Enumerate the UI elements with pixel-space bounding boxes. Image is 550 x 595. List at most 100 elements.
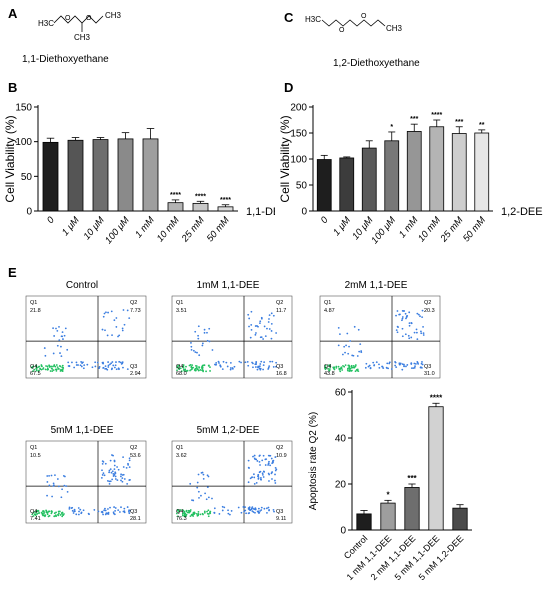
flow-event-dot bbox=[198, 354, 201, 357]
flow-event-dot bbox=[197, 334, 200, 337]
structure-1-1-diethoxyethane: H3C O O CH3 CH3 bbox=[38, 11, 122, 42]
flow-event-dot bbox=[401, 327, 404, 330]
flow-event-dot bbox=[57, 367, 60, 370]
flow-event-dot bbox=[222, 360, 225, 363]
flow-event-dot bbox=[109, 506, 111, 509]
flow-event-dot bbox=[43, 347, 46, 349]
quadrant-label-q4: Q4 bbox=[324, 364, 331, 370]
flow-event-dot bbox=[117, 468, 120, 471]
flow-event-dot bbox=[116, 466, 118, 468]
flow-event-dot bbox=[267, 464, 269, 466]
flow-event-dot bbox=[183, 510, 186, 513]
flow-event-dot bbox=[369, 367, 372, 369]
flow-event-dot bbox=[226, 365, 229, 368]
flow-event-dot bbox=[271, 478, 273, 480]
flow-event-dot bbox=[50, 365, 53, 368]
flow-event-dot bbox=[189, 369, 191, 372]
flow-event-dot bbox=[51, 495, 54, 498]
flow-event-dot bbox=[274, 456, 277, 458]
flow-event-dot bbox=[34, 511, 37, 514]
flow-event-dot bbox=[260, 336, 263, 339]
flow-event-dot bbox=[126, 368, 129, 371]
quadrant-label-q2: Q2 bbox=[276, 300, 283, 306]
flow-event-dot bbox=[113, 319, 116, 322]
flow-event-dot bbox=[252, 507, 255, 510]
flow-event-dot bbox=[126, 506, 129, 508]
flow-event-dot bbox=[101, 510, 104, 513]
flow-event-dot bbox=[410, 336, 413, 339]
flow-event-dot bbox=[82, 509, 85, 512]
flow-event-dot bbox=[65, 485, 68, 488]
chem-c-ch3: CH3 bbox=[386, 24, 403, 33]
flow-event-dot bbox=[349, 367, 352, 370]
flow-event-dot bbox=[101, 469, 103, 472]
bar bbox=[339, 157, 355, 212]
flow-event-dot bbox=[329, 365, 331, 368]
flow-event-dot bbox=[102, 472, 105, 475]
flow-event-dot bbox=[347, 352, 350, 355]
flow-event-dot bbox=[335, 366, 338, 369]
flow-event-dot bbox=[417, 313, 420, 316]
quadrant-label-q3v: 9.11 bbox=[276, 516, 286, 522]
flow-event-dot bbox=[262, 338, 265, 340]
flow-event-dot bbox=[107, 361, 110, 363]
flow-event-dot bbox=[223, 506, 226, 509]
flow-event-dot bbox=[264, 335, 267, 338]
flow-event-dot bbox=[56, 344, 59, 347]
flow-event-dot bbox=[107, 364, 110, 367]
flow-event-dot bbox=[121, 480, 124, 483]
flow-event-dot bbox=[120, 363, 123, 365]
flow-event-dot bbox=[270, 472, 273, 475]
flow-event-dot bbox=[404, 312, 407, 315]
flow-plot-title: 1mM 1,1-DEE bbox=[196, 280, 260, 291]
flow-event-dot bbox=[117, 367, 120, 370]
flow-event-dot bbox=[109, 480, 112, 483]
flow-event-dot bbox=[260, 360, 263, 363]
flow-event-dot bbox=[114, 478, 117, 480]
flow-event-dot bbox=[53, 515, 56, 518]
flow-event-dot bbox=[109, 459, 112, 462]
flow-event-dot bbox=[64, 327, 67, 330]
flow-event-dot bbox=[102, 361, 104, 364]
flow-event-dot bbox=[111, 478, 114, 481]
flow-event-dot bbox=[122, 466, 125, 468]
flow-event-dot bbox=[117, 335, 119, 338]
flow-event-dot bbox=[114, 507, 117, 509]
flow-event-dot bbox=[112, 473, 115, 475]
bar bbox=[380, 502, 396, 531]
flow-event-dot bbox=[260, 316, 263, 319]
flow-event-dot bbox=[247, 459, 250, 462]
flow-event-dot bbox=[121, 329, 124, 332]
flow-event-dot bbox=[378, 366, 381, 369]
flow-event-dot bbox=[113, 506, 115, 508]
flow-event-dot bbox=[108, 482, 111, 485]
flow-event-dot bbox=[34, 514, 37, 517]
flow-event-dot bbox=[62, 474, 65, 477]
flow-event-dot bbox=[251, 476, 253, 479]
bar bbox=[451, 133, 467, 212]
flow-event-dot bbox=[77, 507, 80, 509]
flow-event-dot bbox=[213, 507, 216, 510]
flow-event-dot bbox=[219, 365, 222, 368]
flow-event-dot bbox=[179, 509, 182, 511]
flow-event-dot bbox=[111, 361, 114, 363]
flow-event-dot bbox=[367, 365, 370, 368]
flow-event-dot bbox=[250, 328, 253, 331]
flow-event-dot bbox=[114, 364, 117, 367]
flow-event-dot bbox=[112, 512, 115, 515]
flow-event-dot bbox=[115, 361, 117, 363]
x-tick-label: 0 bbox=[45, 214, 57, 226]
flow-event-dot bbox=[378, 363, 380, 366]
flow-event-dot bbox=[87, 512, 90, 515]
quadrant-label-q4v: 43.8 bbox=[324, 371, 335, 377]
flow-event-dot bbox=[268, 480, 270, 482]
flow-event-dot bbox=[102, 366, 105, 369]
flow-event-dot bbox=[78, 510, 80, 513]
flow-event-dot bbox=[123, 507, 126, 510]
flow-event-dot bbox=[206, 512, 209, 515]
flow-event-dot bbox=[113, 474, 115, 477]
flow-event-dot bbox=[207, 515, 210, 518]
flow-event-dot bbox=[177, 515, 179, 518]
flow-event-dot bbox=[274, 466, 277, 469]
